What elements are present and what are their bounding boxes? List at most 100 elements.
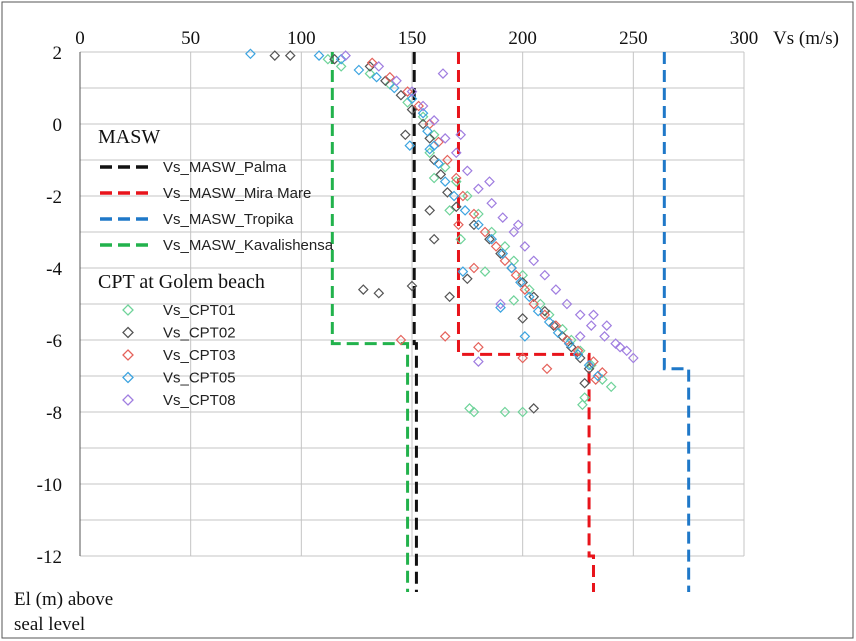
cpt-point-vs-cpt08 [561, 298, 573, 310]
cpt-point-vs-cpt01 [364, 68, 376, 79]
cpt-point-vs-cpt08 [508, 226, 520, 238]
cpt-point-vs-cpt05 [371, 71, 382, 83]
legend-label-vs-cpt05: Vs_CPT05 [163, 370, 236, 387]
masw-line-vs-masw-palma [412, 52, 418, 592]
cpt-point-vs-cpt08 [437, 68, 449, 79]
y-tick-label: -8 [46, 403, 62, 424]
legend-title-masw: MASW [98, 126, 160, 148]
cpt-point-vs-cpt03 [453, 219, 464, 231]
legend-label-vs-masw-palma: Vs_MASW_Palma [163, 159, 287, 176]
cpt-point-vs-cpt05 [592, 370, 604, 382]
cpt-point-vs-cpt02 [406, 104, 418, 115]
cpt-point-vs-cpt03 [402, 86, 413, 97]
cpt-point-vs-cpt03 [468, 208, 480, 220]
legend-label-vs-cpt03: Vs_CPT03 [163, 347, 236, 364]
cpt-point-vs-cpt08 [550, 284, 562, 295]
cpt-point-vs-cpt03 [539, 309, 551, 321]
cpt-point-vs-cpt01 [473, 208, 484, 220]
gridlines [79, 51, 745, 557]
y-axis-label-line2: seal level [14, 614, 85, 635]
cpt-point-vs-cpt08 [588, 309, 599, 321]
cpt-point-vs-cpt08 [484, 176, 495, 187]
cpt-point-vs-cpt02 [579, 377, 590, 389]
cpt-point-vs-cpt05 [448, 190, 460, 202]
cpt-point-vs-cpt08 [574, 309, 586, 321]
x-tick-label: 250 [619, 28, 648, 49]
cpt-point-vs-cpt05 [519, 331, 531, 342]
y-tick-label: 0 [53, 115, 63, 136]
cpt-point-vs-cpt08 [495, 298, 506, 310]
masw-line-vs-masw-kavalishensa [330, 52, 410, 592]
cpt-point-vs-cpt01 [523, 284, 535, 295]
cpt-point-vs-cpt03 [541, 363, 553, 375]
cpt-point-vs-cpt08 [417, 100, 429, 112]
cpt-point-vs-cpt05 [353, 64, 365, 76]
cpt-point-vs-cpt01 [499, 406, 511, 418]
x-tick-label: 200 [508, 28, 537, 49]
cpt-point-vs-cpt01 [439, 161, 451, 173]
cpt-point-vs-cpt08 [519, 241, 531, 252]
cpt-point-vs-cpt01 [574, 345, 586, 357]
cpt-point-vs-cpt03 [479, 226, 491, 238]
cpt-point-vs-cpt01 [479, 266, 491, 277]
cpt-point-vs-cpt05 [417, 107, 429, 119]
cpt-point-vs-cpt02 [380, 75, 391, 87]
cpt-point-vs-cpt08 [439, 133, 451, 144]
cpt-point-vs-cpt05 [572, 349, 584, 360]
cpt-point-vs-cpt05 [406, 93, 418, 105]
cpt-point-vs-cpt05 [563, 338, 575, 349]
cpt-point-vs-cpt01 [335, 61, 347, 72]
cpt-point-vs-cpt03 [457, 190, 469, 202]
legend-label-vs-cpt02: Vs_CPT02 [163, 325, 236, 342]
cpt-point-vs-cpt05 [433, 158, 444, 169]
cpt-point-vs-cpt08 [473, 183, 484, 195]
cpt-point-vs-cpt08 [539, 269, 551, 281]
legend-label-vs-masw-kavalishensa: Vs_MASW_Kavalishensa [163, 237, 334, 254]
legend-marker-vs-cpt03 [122, 349, 134, 361]
cpt-point-vs-cpt05 [506, 262, 517, 274]
cpt-point-vs-cpt05 [388, 82, 400, 94]
cpt-point-vs-cpt08 [373, 61, 385, 72]
cpt-point-vs-cpt02 [484, 233, 495, 245]
cpt-point-vs-cpt03 [528, 298, 540, 310]
legend-label-vs-cpt01: Vs_CPT01 [163, 302, 236, 319]
cpt-point-vs-cpt05 [422, 125, 433, 137]
cpt-point-vs-cpt02 [400, 129, 411, 141]
x-axis-label: Vs (m/s) [773, 28, 839, 49]
legend: MASW CPT at Golem beach Vs_MASW_Palma Vs_… [98, 126, 334, 409]
cpt-point-vs-cpt05 [515, 277, 526, 288]
masw-line-vs-masw-mira-mare [456, 52, 595, 592]
cpt-point-vs-cpt01 [517, 406, 529, 418]
cpt-point-vs-cpt08 [428, 115, 440, 126]
cpt-point-vs-cpt03 [517, 352, 529, 364]
cpt-point-vs-cpt02 [428, 233, 440, 245]
cpt-point-vs-cpt05 [404, 140, 416, 151]
cpt-point-vs-cpt02 [566, 341, 577, 353]
cpt-point-vs-cpt08 [621, 345, 633, 357]
y-tick-label: -4 [46, 259, 62, 280]
legend-marker-vs-cpt08 [122, 394, 134, 406]
cpt-point-vs-cpt02 [406, 280, 418, 292]
cpt-point-vs-cpt01 [585, 359, 597, 371]
cpt-point-vs-cpt01 [428, 172, 440, 184]
cpt-point-vs-cpt01 [455, 233, 467, 245]
cpt-point-vs-cpt02 [373, 287, 385, 299]
cpt-point-vs-cpt01 [468, 406, 480, 418]
cpt-point-vs-cpt03 [439, 331, 451, 342]
cpt-point-vs-cpt03 [450, 172, 462, 184]
cpt-point-vs-cpt08 [455, 129, 467, 141]
cpt-point-vs-cpt03 [473, 341, 484, 353]
masw-line-vs-masw-tropika [662, 52, 691, 592]
cpt-point-vs-cpt03 [490, 241, 502, 252]
cpt-point-vs-cpt08 [340, 50, 351, 61]
cpt-point-vs-cpt08 [461, 165, 473, 177]
cpt-point-vs-cpt05 [532, 305, 544, 317]
cpt-point-vs-cpt03 [510, 269, 522, 281]
cpt-point-vs-cpt02 [364, 61, 376, 72]
cpt-point-vs-cpt02 [461, 273, 473, 285]
cpt-point-vs-cpt08 [406, 86, 418, 97]
cpt-point-vs-cpt01 [508, 295, 520, 306]
cpt-point-vs-cpt08 [601, 320, 613, 331]
cpt-point-vs-cpt03 [384, 71, 396, 83]
